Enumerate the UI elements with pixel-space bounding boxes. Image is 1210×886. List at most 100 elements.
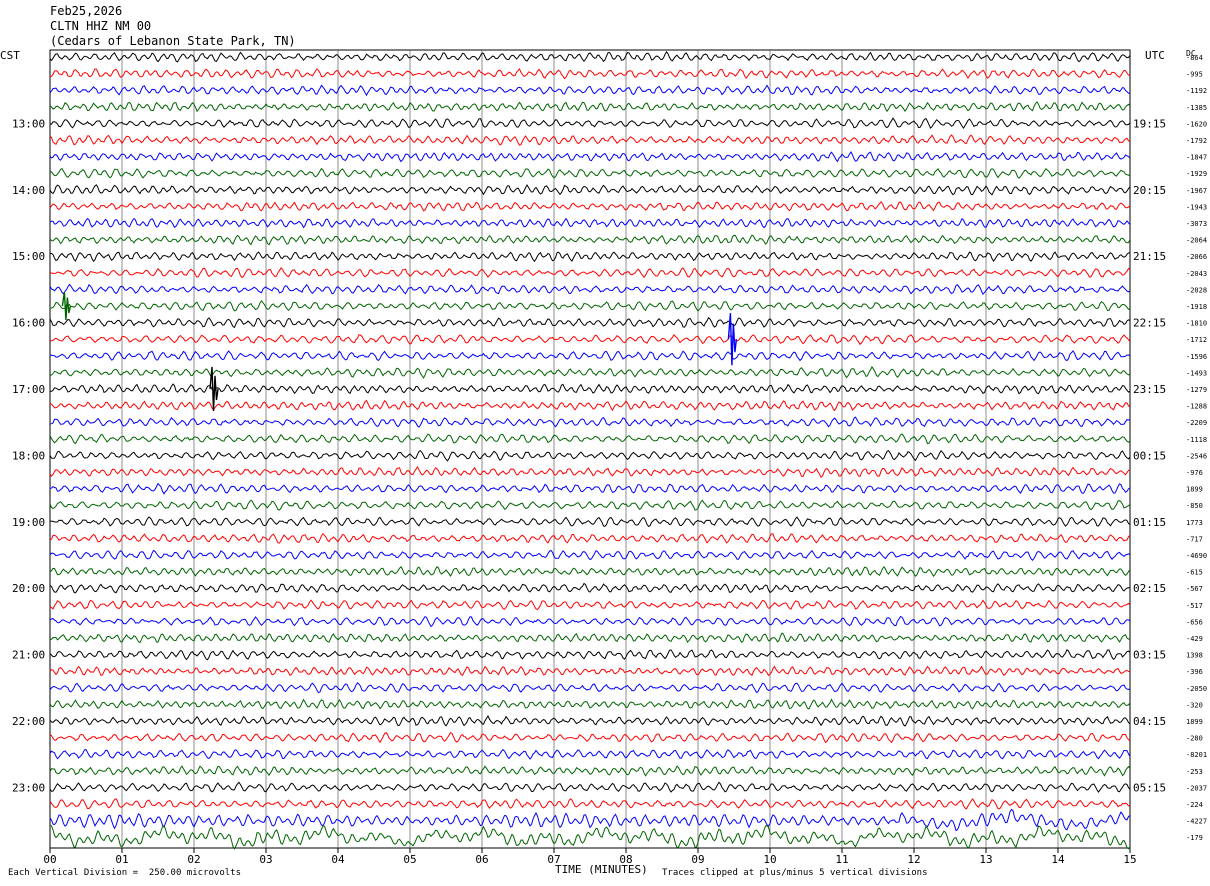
x-tick-label: 11: [835, 853, 848, 866]
seismic-trace: [49, 698, 1131, 710]
dc-title: DC: [1186, 49, 1196, 58]
dc-offset-label: -1918: [1186, 303, 1207, 311]
cst-hour-label: 18:00: [12, 449, 45, 462]
dc-offset-label: -253: [1186, 768, 1203, 776]
dc-offset-label: -1493: [1186, 369, 1207, 377]
axis-labels-group: 00 01 02 03 04 05 06 07 08 09 10 11 12 13 14 15 -864 -995…: [12, 54, 1207, 866]
dc-offset-label: -2028: [1186, 286, 1207, 294]
dc-offset-label: -4690: [1186, 552, 1207, 560]
x-tick-label: 01: [115, 853, 128, 866]
seismic-trace: [49, 67, 1131, 80]
seismic-trace: [49, 183, 1131, 196]
seismic-trace: [49, 482, 1131, 495]
utc-hour-label: 20:15: [1133, 184, 1166, 197]
dc-offset-label: -717: [1186, 535, 1203, 543]
seismic-trace: [49, 665, 1131, 677]
utc-hour-label: 23:15: [1133, 383, 1166, 396]
dc-offset-label: -8201: [1186, 751, 1207, 759]
seismic-trace: [49, 824, 1131, 850]
left-axis-title: CST: [0, 49, 20, 62]
dc-offset-label: -995: [1186, 71, 1203, 79]
seismic-trace: [49, 134, 1131, 146]
seismic-trace: [49, 251, 1131, 263]
dc-offset-label: -1810: [1186, 320, 1207, 328]
dc-offset-label: -1967: [1186, 187, 1207, 195]
x-axis-title: TIME (MINUTES): [555, 863, 648, 876]
cst-hour-label: 14:00: [12, 184, 45, 197]
dc-offset-label: -429: [1186, 635, 1203, 643]
seismic-trace: [49, 466, 1131, 479]
dc-offset-label: -517: [1186, 602, 1203, 610]
cst-hour-label: 15:00: [12, 250, 45, 263]
dc-offset-label: -864: [1186, 54, 1203, 62]
x-tick-label: 07: [547, 853, 560, 866]
seismic-trace: [49, 798, 1131, 810]
seismic-trace: [49, 649, 1131, 661]
seismic-trace: [49, 201, 1131, 212]
cst-hour-label: 21:00: [12, 649, 45, 662]
dc-offset-label: -2066: [1186, 253, 1207, 261]
seismic-trace: [49, 632, 1130, 644]
seismic-trace: [49, 151, 1131, 163]
dc-offset-label: -656: [1186, 618, 1203, 626]
scale-note: Each Vertical Division = 250.00 microvol…: [8, 868, 241, 878]
event-spike: [727, 313, 738, 366]
seismic-trace: [49, 317, 1131, 329]
dc-offset-label: -615: [1186, 569, 1203, 577]
dc-offset-label: 1899: [1186, 486, 1203, 494]
dc-offset-label: -1279: [1186, 386, 1207, 394]
cst-hour-label: 23:00: [12, 781, 45, 794]
dc-offset-label: 1899: [1186, 718, 1203, 726]
utc-hour-label: 22:15: [1133, 317, 1166, 330]
seismic-trace: [49, 299, 1131, 312]
dc-offset-label: -4227: [1186, 818, 1207, 826]
traces-group: [49, 51, 1131, 850]
seismic-trace: [49, 516, 1131, 528]
dc-offset-label: -1712: [1186, 336, 1207, 344]
x-tick-label: 05: [403, 853, 416, 866]
seismic-trace: [49, 615, 1131, 628]
grid-lines: [49, 49, 1131, 853]
seismic-trace: [49, 234, 1131, 246]
dc-offset-label: -567: [1186, 585, 1203, 593]
x-tick-label: 00: [43, 853, 56, 866]
x-tick-label: 08: [619, 853, 632, 866]
seismic-trace: [49, 101, 1131, 113]
dc-offset-label: -320: [1186, 701, 1203, 709]
dc-offset-label: -1929: [1186, 170, 1207, 178]
seismic-trace: [49, 267, 1131, 279]
seismic-trace: [49, 217, 1131, 229]
location-label: (Cedars of Lebanon State Park, TN): [50, 34, 296, 48]
seismic-trace: [49, 808, 1131, 832]
x-tick-label: 02: [187, 853, 200, 866]
seismic-trace: [49, 167, 1131, 179]
dc-offset-label: -2064: [1186, 237, 1207, 245]
cst-hour-label: 19:00: [12, 516, 45, 529]
seismic-trace: [49, 499, 1131, 511]
seismic-trace: [49, 51, 1131, 63]
seismic-trace: [49, 682, 1131, 694]
seismic-trace: [49, 383, 1131, 395]
dc-offset-label: -2546: [1186, 452, 1207, 460]
seismic-trace: [49, 565, 1131, 578]
seismic-trace: [49, 365, 1131, 379]
seismic-trace: [49, 433, 1131, 445]
dc-offset-label: -2209: [1186, 419, 1207, 427]
x-tick-label: 13: [979, 853, 992, 866]
x-tick-label: 04: [331, 853, 345, 866]
seismic-trace: [49, 731, 1131, 744]
seismic-trace: [49, 449, 1131, 462]
seismic-trace: [49, 582, 1131, 594]
dc-offset-label: -3073: [1186, 220, 1207, 228]
utc-hour-label: 02:15: [1133, 582, 1166, 595]
dc-offset-label: 1773: [1186, 519, 1203, 527]
utc-hour-label: 03:15: [1133, 649, 1166, 662]
dc-offset-label: -2037: [1186, 784, 1207, 792]
cst-hour-label: 13:00: [12, 117, 45, 130]
dc-offset-label: -224: [1186, 801, 1203, 809]
utc-hour-label: 00:15: [1133, 449, 1166, 462]
utc-hour-label: 05:15: [1133, 781, 1166, 794]
seismic-trace: [49, 748, 1131, 760]
cst-hour-label: 22:00: [12, 715, 45, 728]
dc-offset-label: -976: [1186, 469, 1203, 477]
